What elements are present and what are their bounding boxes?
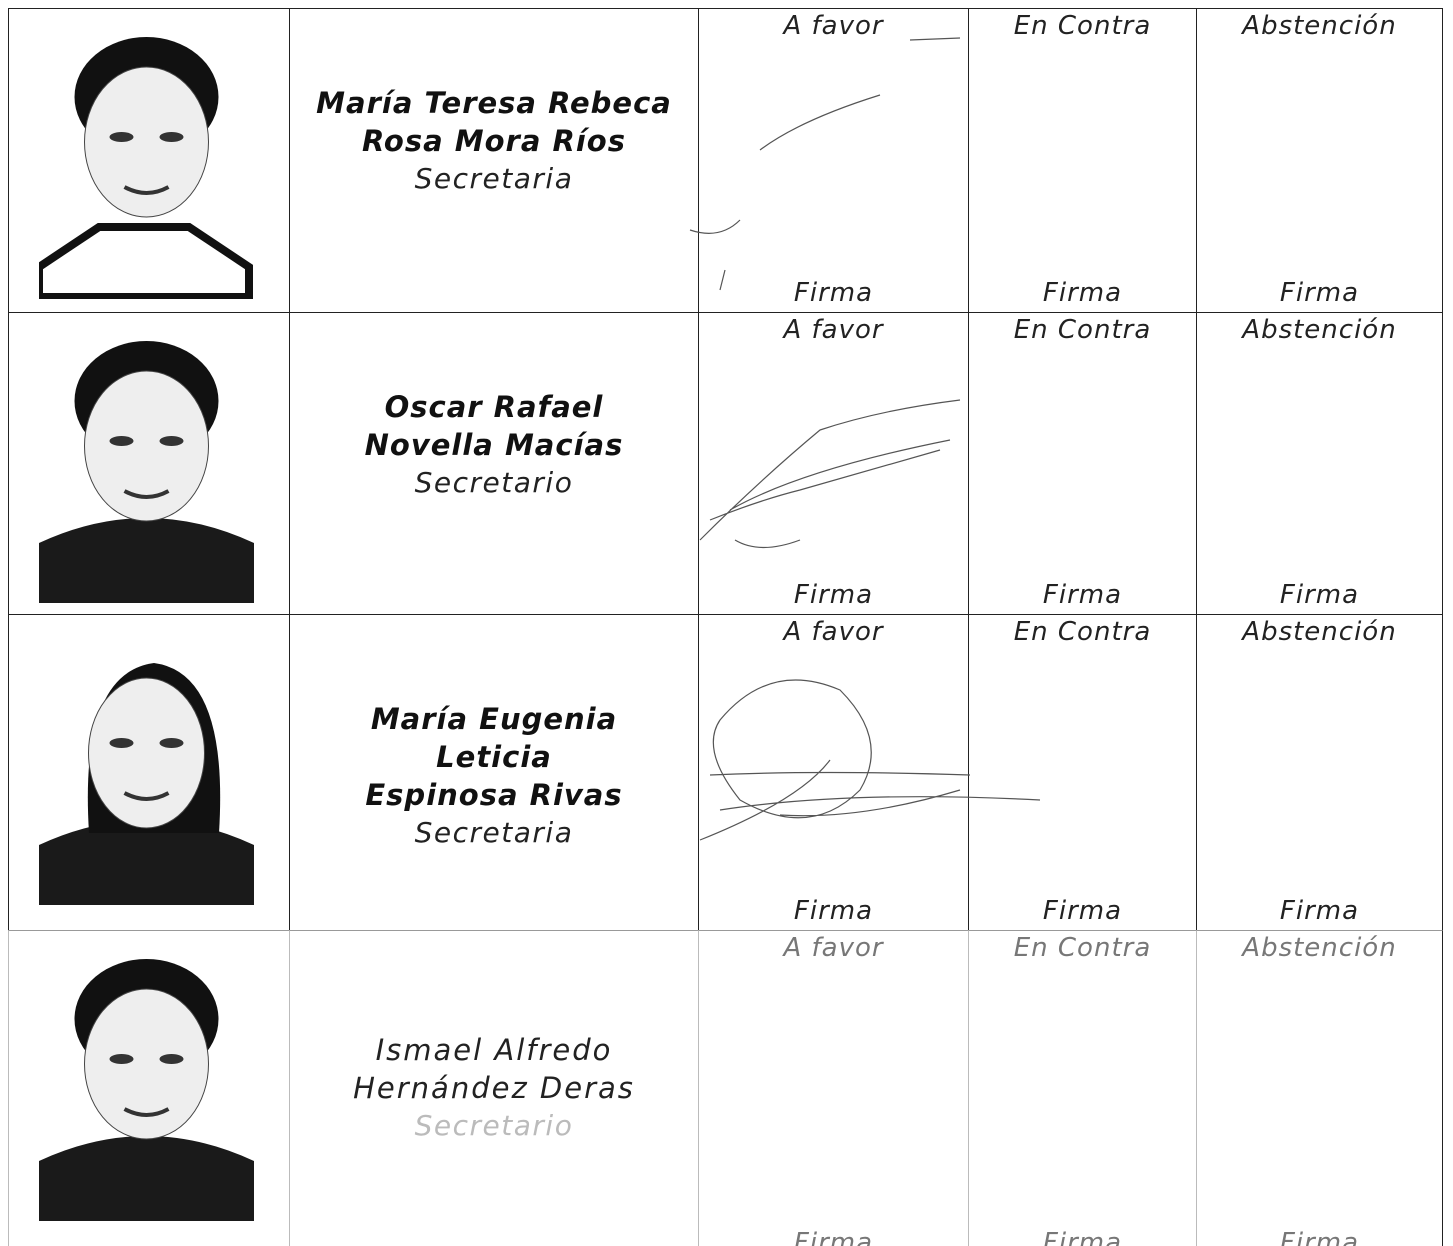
vote-cell: A favor Firma [698, 930, 968, 1246]
vote-label: A favor [783, 315, 884, 345]
vote-cell: En Contra Firma [968, 312, 1196, 614]
member-name: María Eugenia [370, 702, 618, 736]
sign-label: Firma [793, 896, 874, 926]
sign-label: Firma [1042, 580, 1123, 610]
member-name: Rosa Mora Ríos [362, 124, 626, 158]
vote-label: Abstención [1242, 315, 1397, 345]
photo-cell [8, 614, 289, 930]
member-photo [39, 37, 253, 299]
sign-label: Firma [1042, 896, 1123, 926]
vote-label: A favor [783, 11, 884, 41]
vote-cell: Abstención Firma [1196, 312, 1443, 614]
name-cell: María Teresa Rebeca Rosa Mora Ríos Secreta… [289, 8, 698, 312]
sign-label: Firma [793, 1228, 874, 1246]
vote-cell: En Contra Firma [968, 8, 1196, 312]
member-photo [39, 663, 254, 905]
member-role: Secretario [414, 466, 574, 499]
name-block: Ismael Alfredo Hernández Deras Secretario [290, 1031, 698, 1145]
member-name: Leticia [436, 740, 552, 774]
member-name: María Teresa Rebeca [316, 86, 672, 120]
member-photo [39, 341, 254, 603]
sign-label: Firma [1279, 580, 1360, 610]
vote-cell: En Contra Firma [968, 930, 1196, 1246]
sign-label: Firma [1279, 896, 1360, 926]
vote-label: En Contra [1013, 11, 1152, 41]
name-cell: María Eugenia Leticia Espinosa Rivas Secret… [289, 614, 698, 930]
vote-cell: En Contra Firma [968, 614, 1196, 930]
member-photo [39, 959, 254, 1221]
vote-label: A favor [783, 933, 884, 963]
name-cell: Oscar Rafael Novella Macías Secretario [289, 312, 698, 614]
vote-label: En Contra [1013, 315, 1152, 345]
member-name: Espinosa Rivas [365, 778, 623, 812]
name-block: Oscar Rafael Novella Macías Secretario [290, 388, 698, 502]
member-name: Hernández Deras [353, 1071, 635, 1105]
vote-cell: A favor Firma [698, 8, 968, 312]
vote-cell: Abstención Firma [1196, 930, 1443, 1246]
member-name: Ismael Alfredo [375, 1033, 613, 1067]
vote-cell: Abstención Firma [1196, 614, 1443, 930]
sign-label: Firma [793, 278, 874, 308]
sign-label: Firma [1279, 1228, 1360, 1246]
name-cell: Ismael Alfredo Hernández Deras Secretario [289, 930, 698, 1246]
vote-label: En Contra [1013, 933, 1152, 963]
vote-label: Abstención [1242, 11, 1397, 41]
vote-label: A favor [783, 617, 884, 647]
photo-cell [8, 930, 289, 1246]
member-name: Oscar Rafael [384, 390, 604, 424]
member-role: Secretaria [414, 162, 574, 195]
member-role: Secretaria [414, 816, 574, 849]
vote-cell: A favor Firma [698, 312, 968, 614]
photo-cell [8, 8, 289, 312]
sign-label: Firma [1042, 1228, 1123, 1246]
name-block: María Teresa Rebeca Rosa Mora Ríos Secreta… [290, 84, 698, 198]
member-name: Novella Macías [364, 428, 624, 462]
vote-label: Abstención [1242, 933, 1397, 963]
vote-cell: Abstención Firma [1196, 8, 1443, 312]
sign-label: Firma [793, 580, 874, 610]
name-block: María Eugenia Leticia Espinosa Rivas Secret… [290, 700, 698, 852]
vote-cell: A favor Firma [698, 614, 968, 930]
member-role: Secretario [414, 1109, 574, 1142]
vote-label: Abstención [1242, 617, 1397, 647]
vote-label: En Contra [1013, 617, 1152, 647]
sign-label: Firma [1279, 278, 1360, 308]
sign-label: Firma [1042, 278, 1123, 308]
photo-cell [8, 312, 289, 614]
